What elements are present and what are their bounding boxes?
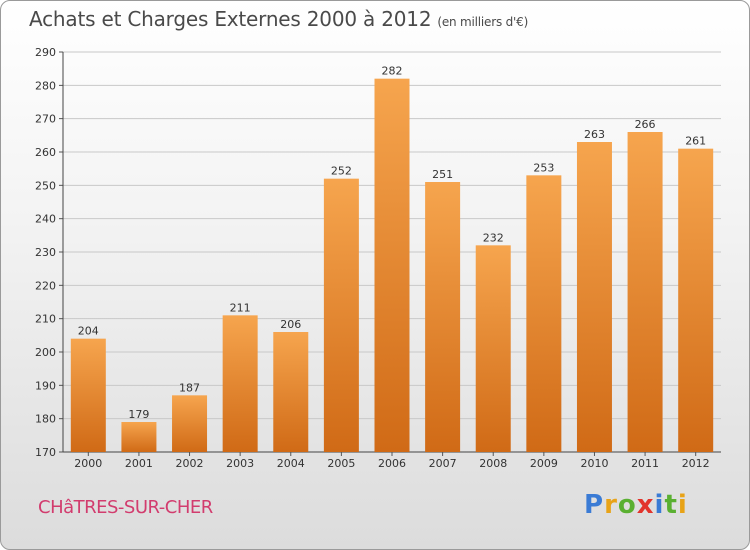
y-tick-label: 280: [35, 79, 56, 92]
x-tick-label: 2011: [631, 457, 659, 470]
proxiti-logo: Proxiti: [584, 490, 688, 520]
y-tick-label: 210: [35, 313, 56, 326]
y-tick-label: 250: [35, 179, 56, 192]
x-tick-label: 2003: [226, 457, 254, 470]
bar-value-label: 251: [432, 168, 453, 181]
bar-value-label: 187: [179, 381, 200, 394]
chart-title-text: Achats et Charges Externes 2000 à 2012: [29, 7, 432, 31]
x-tick-label: 2000: [74, 457, 102, 470]
y-tick-label: 200: [35, 346, 56, 359]
logo-letter: i: [677, 490, 688, 520]
x-tick-label: 2007: [429, 457, 457, 470]
chart-title: Achats et Charges Externes 2000 à 2012 (e…: [29, 7, 528, 31]
bar-value-label: 179: [128, 408, 149, 421]
bar: [222, 315, 258, 452]
bar-value-label: 206: [280, 318, 301, 331]
logo-letter: i: [654, 490, 665, 520]
bar-value-label: 282: [382, 65, 403, 78]
bar: [678, 148, 714, 452]
x-tick-label: 2008: [479, 457, 507, 470]
bar-value-label: 252: [331, 165, 352, 178]
y-tick-label: 270: [35, 113, 56, 126]
x-tick-label: 2010: [580, 457, 608, 470]
y-tick-label: 220: [35, 279, 56, 292]
bar: [425, 182, 461, 452]
bar: [627, 132, 663, 452]
logo-letter: x: [636, 490, 655, 520]
y-tick-label: 190: [35, 379, 56, 392]
bar-value-label: 211: [230, 301, 251, 314]
bar: [70, 338, 106, 452]
bar: [475, 245, 511, 452]
y-tick-label: 290: [35, 46, 56, 59]
bar-value-label: 204: [78, 325, 99, 338]
x-tick-label: 2004: [277, 457, 305, 470]
logo-letter: r: [604, 490, 618, 520]
bar: [323, 178, 359, 452]
x-tick-label: 2002: [176, 457, 204, 470]
x-tick-label: 2009: [530, 457, 558, 470]
logo-letter: o: [617, 490, 637, 520]
bar: [273, 332, 309, 452]
y-tick-label: 170: [35, 446, 56, 459]
y-tick-label: 240: [35, 213, 56, 226]
x-tick-label: 2001: [125, 457, 153, 470]
logo-letter: t: [664, 490, 678, 520]
x-tick-label: 2012: [682, 457, 710, 470]
bar-value-label: 261: [685, 135, 706, 148]
y-tick-label: 260: [35, 146, 56, 159]
bar: [374, 78, 410, 453]
bar-value-label: 266: [635, 118, 656, 131]
bar: [121, 422, 157, 452]
bar: [576, 142, 612, 452]
x-tick-label: 2005: [327, 457, 355, 470]
bar-value-label: 263: [584, 128, 605, 141]
y-tick-label: 230: [35, 246, 56, 259]
y-tick-label: 180: [35, 413, 56, 426]
commune-name: CHâTRES-SUR-CHER: [38, 497, 213, 518]
logo-letter: P: [584, 490, 605, 520]
bar-value-label: 232: [483, 231, 504, 244]
bar: [526, 175, 562, 453]
chart-subtitle: (en milliers d'€): [437, 15, 529, 29]
bar-value-label: 253: [533, 161, 554, 174]
bar: [172, 395, 208, 452]
x-tick-label: 2006: [378, 457, 406, 470]
